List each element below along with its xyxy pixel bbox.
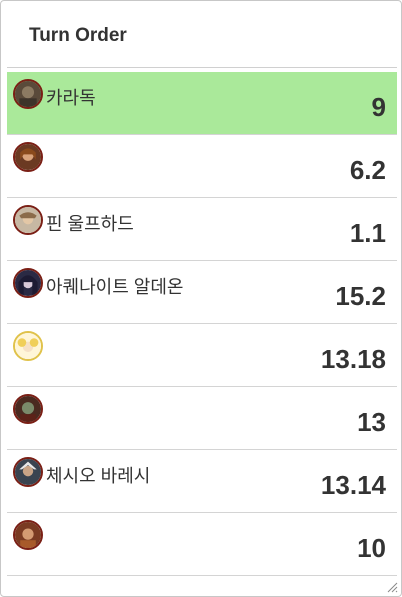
karadok-portrait-icon [13, 79, 43, 109]
turn-order-row[interactable]: 6.2 [7, 135, 397, 198]
combatant-name: 아퀘나이트 알데온 [46, 277, 184, 297]
turn-value: 13.14 [320, 470, 386, 500]
turn-order-row[interactable]: 카라독 9 [7, 72, 397, 135]
monk-portrait-icon [13, 520, 43, 550]
turn-order-row[interactable]: 13.18 [7, 324, 397, 387]
fin-wolfhard-portrait-icon [13, 205, 43, 235]
combatant-name: 핀 울프하드 [46, 214, 134, 234]
combatant-name: 카라독 [46, 88, 96, 108]
undead-portrait-icon [13, 394, 43, 424]
turn-order-row[interactable]: 체시오 바레시 13.14 [7, 450, 397, 513]
turn-order-row[interactable]: 13 [7, 387, 397, 450]
turn-order-list: 카라독 9 6.2 핀 울프하드 1.1 아퀘나이트 알데온 15.2 [7, 72, 397, 576]
turn-value: 15.2 [335, 281, 386, 311]
dark-mage-portrait-icon [13, 268, 43, 298]
turn-value: 9 [371, 92, 386, 122]
turn-order-row[interactable]: 핀 울프하드 1.1 [7, 198, 397, 261]
turn-value: 6.2 [349, 155, 386, 185]
turn-value: 10 [357, 533, 386, 563]
turn-value: 1.1 [349, 218, 386, 248]
resize-handle-icon[interactable] [386, 581, 398, 593]
blonde-girl-portrait-icon [13, 331, 43, 361]
panel-title: Turn Order [29, 25, 127, 46]
combatant-name: 체시오 바레시 [46, 466, 151, 486]
chesio-baresi-portrait-icon [13, 457, 43, 487]
turn-value: 13 [357, 407, 386, 437]
female-warrior-portrait-icon [13, 142, 43, 172]
turn-order-row[interactable]: 아퀘나이트 알데온 15.2 [7, 261, 397, 324]
turn-order-row[interactable]: 10 [7, 513, 397, 576]
header-divider [7, 67, 397, 68]
turn-value: 13.18 [320, 344, 386, 374]
